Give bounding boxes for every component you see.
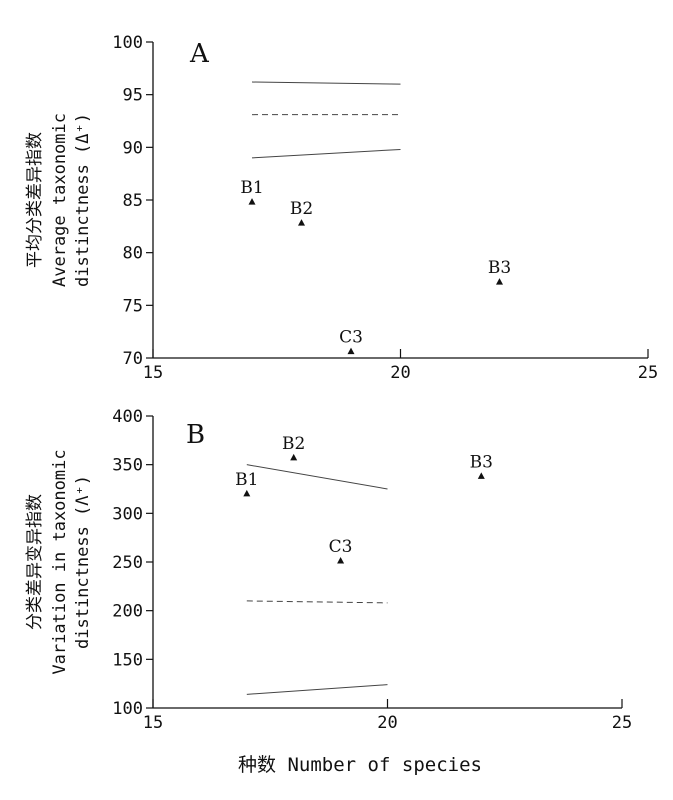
point-label-b2: B2 bbox=[290, 199, 313, 219]
panel-label: B bbox=[186, 420, 205, 450]
x-tick-label: 20 bbox=[377, 713, 397, 733]
y-tick-label: 95 bbox=[123, 86, 143, 106]
y-axis-label-line: distinctness (Λ⁺) bbox=[73, 475, 93, 649]
point-label-c3: C3 bbox=[329, 537, 353, 557]
y-tick-label: 200 bbox=[112, 602, 143, 622]
point-label-c3: C3 bbox=[339, 328, 363, 348]
x-tick-label: 15 bbox=[143, 363, 163, 383]
y-tick-label: 80 bbox=[123, 244, 143, 264]
point-label-b1: B1 bbox=[235, 470, 258, 490]
y-axis-label-line: 分类差异变异指数 bbox=[25, 494, 45, 630]
data-point-b1 bbox=[248, 198, 256, 205]
y-tick-label: 90 bbox=[123, 138, 143, 158]
y-tick-label: 100 bbox=[112, 33, 143, 53]
data-point-b2 bbox=[290, 453, 298, 461]
y-axis-label-line: Variation in taxonomic bbox=[50, 449, 70, 674]
y-tick-label: 400 bbox=[112, 407, 143, 427]
x-tick-label: 20 bbox=[390, 363, 410, 383]
y-tick-label: 75 bbox=[123, 296, 143, 316]
data-point-b1 bbox=[243, 489, 251, 497]
mean-line bbox=[246, 600, 388, 604]
data-point-c3 bbox=[347, 347, 355, 355]
point-label-b1: B1 bbox=[240, 178, 263, 198]
x-tick-label: 15 bbox=[143, 713, 163, 733]
x-tick-label: 25 bbox=[612, 713, 632, 733]
confidence-limit-line bbox=[246, 684, 388, 695]
y-tick-label: 70 bbox=[123, 349, 143, 369]
y-tick-label: 300 bbox=[112, 504, 143, 524]
confidence-limit-line bbox=[251, 148, 401, 159]
point-label-b2: B2 bbox=[282, 434, 305, 454]
y-tick-label: 85 bbox=[123, 191, 143, 211]
data-point-b2 bbox=[298, 219, 305, 226]
y-tick-label: 100 bbox=[112, 699, 143, 719]
point-label-b3: B3 bbox=[488, 258, 511, 278]
y-tick-label: 150 bbox=[112, 650, 143, 670]
panel-label: A bbox=[189, 39, 210, 69]
y-axis-label-line: 平均分类差异指数 bbox=[25, 132, 45, 268]
point-label-b3: B3 bbox=[470, 452, 493, 472]
y-axis-label-line: Average taxonomic bbox=[50, 113, 70, 287]
x-tick-label: 25 bbox=[638, 363, 658, 383]
data-point-b3 bbox=[496, 278, 503, 285]
confidence-limit-line bbox=[251, 81, 401, 85]
x-axis-label: 种数 Number of species bbox=[238, 754, 482, 776]
confidence-limit-line bbox=[246, 464, 388, 490]
y-tick-label: 250 bbox=[112, 553, 143, 573]
y-tick-label: 350 bbox=[112, 456, 143, 476]
y-axis-label-line: distinctness (Δ⁺) bbox=[73, 113, 93, 287]
data-point-b3 bbox=[477, 472, 485, 479]
data-point-c3 bbox=[337, 557, 345, 564]
